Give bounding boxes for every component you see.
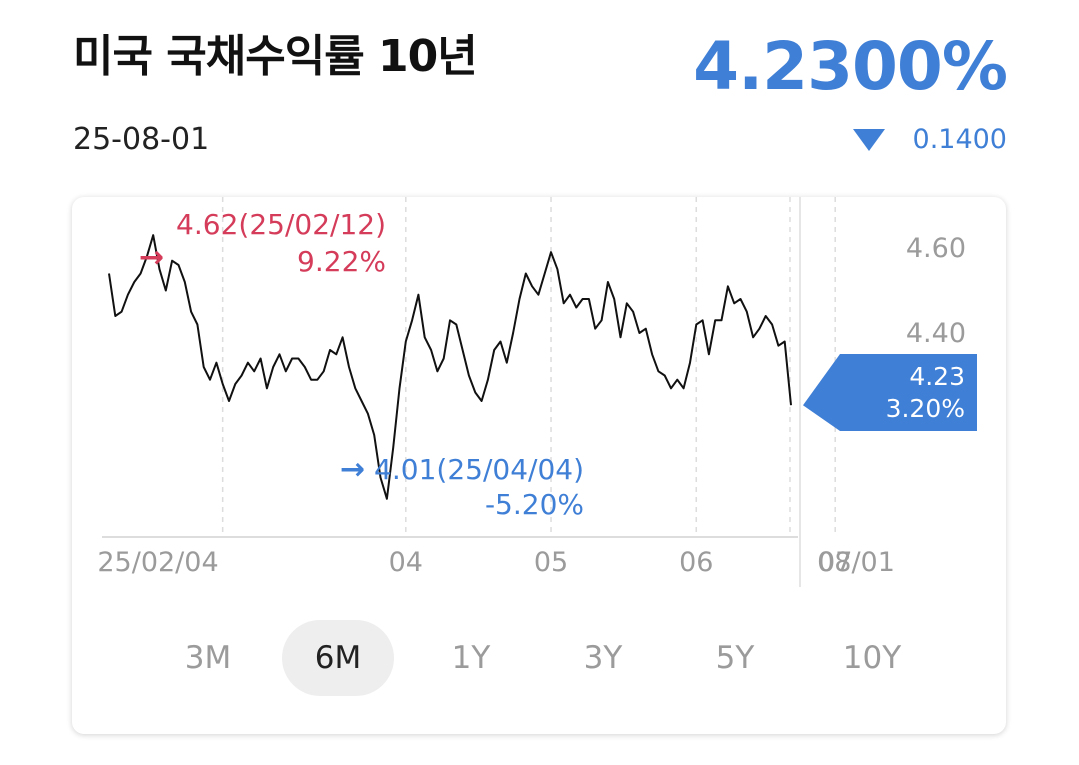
current-yield-value: 4.2300% <box>693 28 1008 105</box>
current-value-tag <box>803 354 977 431</box>
low-label: 4.01(25/04/04) <box>374 453 584 486</box>
x-tick-label: 07 <box>818 547 852 578</box>
range-selector: 3M 6M 1Y 3Y 5Y 10Y <box>72 620 1006 696</box>
x-tick-label: 25/02/04 <box>97 547 218 578</box>
range-button-3m[interactable]: 3M <box>184 640 232 676</box>
range-button-5y[interactable]: 5Y <box>715 640 755 676</box>
down-triangle-icon <box>852 128 885 151</box>
low-arrow-icon: → <box>340 452 365 487</box>
x-end-label: 08/01 <box>817 547 895 578</box>
change-value: 0.1400 <box>912 124 1007 155</box>
change-indicator: 0.1400 <box>852 124 1007 155</box>
high-label: 4.62(25/02/12) <box>176 208 386 241</box>
x-tick-label: 04 <box>389 547 423 578</box>
range-button-3y[interactable]: 3Y <box>583 640 623 676</box>
page-title: 미국 국채수익률 10년 <box>73 31 478 82</box>
range-button-6m[interactable]: 6M <box>282 620 394 696</box>
high-pct: 9.22% <box>297 245 386 278</box>
x-tick-label: 05 <box>534 547 568 578</box>
x-tick-label: 06 <box>679 547 713 578</box>
current-value-label: 4.23 <box>909 362 965 391</box>
date-label: 25-08-01 <box>73 122 210 157</box>
chart-card: 25/02/04 04 05 06 07 08/01 4.60 4.40 → 4.62(25/02… <box>72 197 1006 734</box>
high-arrow-icon: → <box>139 240 164 275</box>
series-line <box>108 234 792 500</box>
current-pct-label: 3.20% <box>886 394 965 423</box>
range-button-1y[interactable]: 1Y <box>451 640 491 676</box>
y-tick-label: 4.40 <box>906 318 966 349</box>
range-button-10y[interactable]: 10Y <box>842 640 902 676</box>
y-tick-label: 4.60 <box>906 233 966 264</box>
low-pct: -5.20% <box>485 488 584 521</box>
